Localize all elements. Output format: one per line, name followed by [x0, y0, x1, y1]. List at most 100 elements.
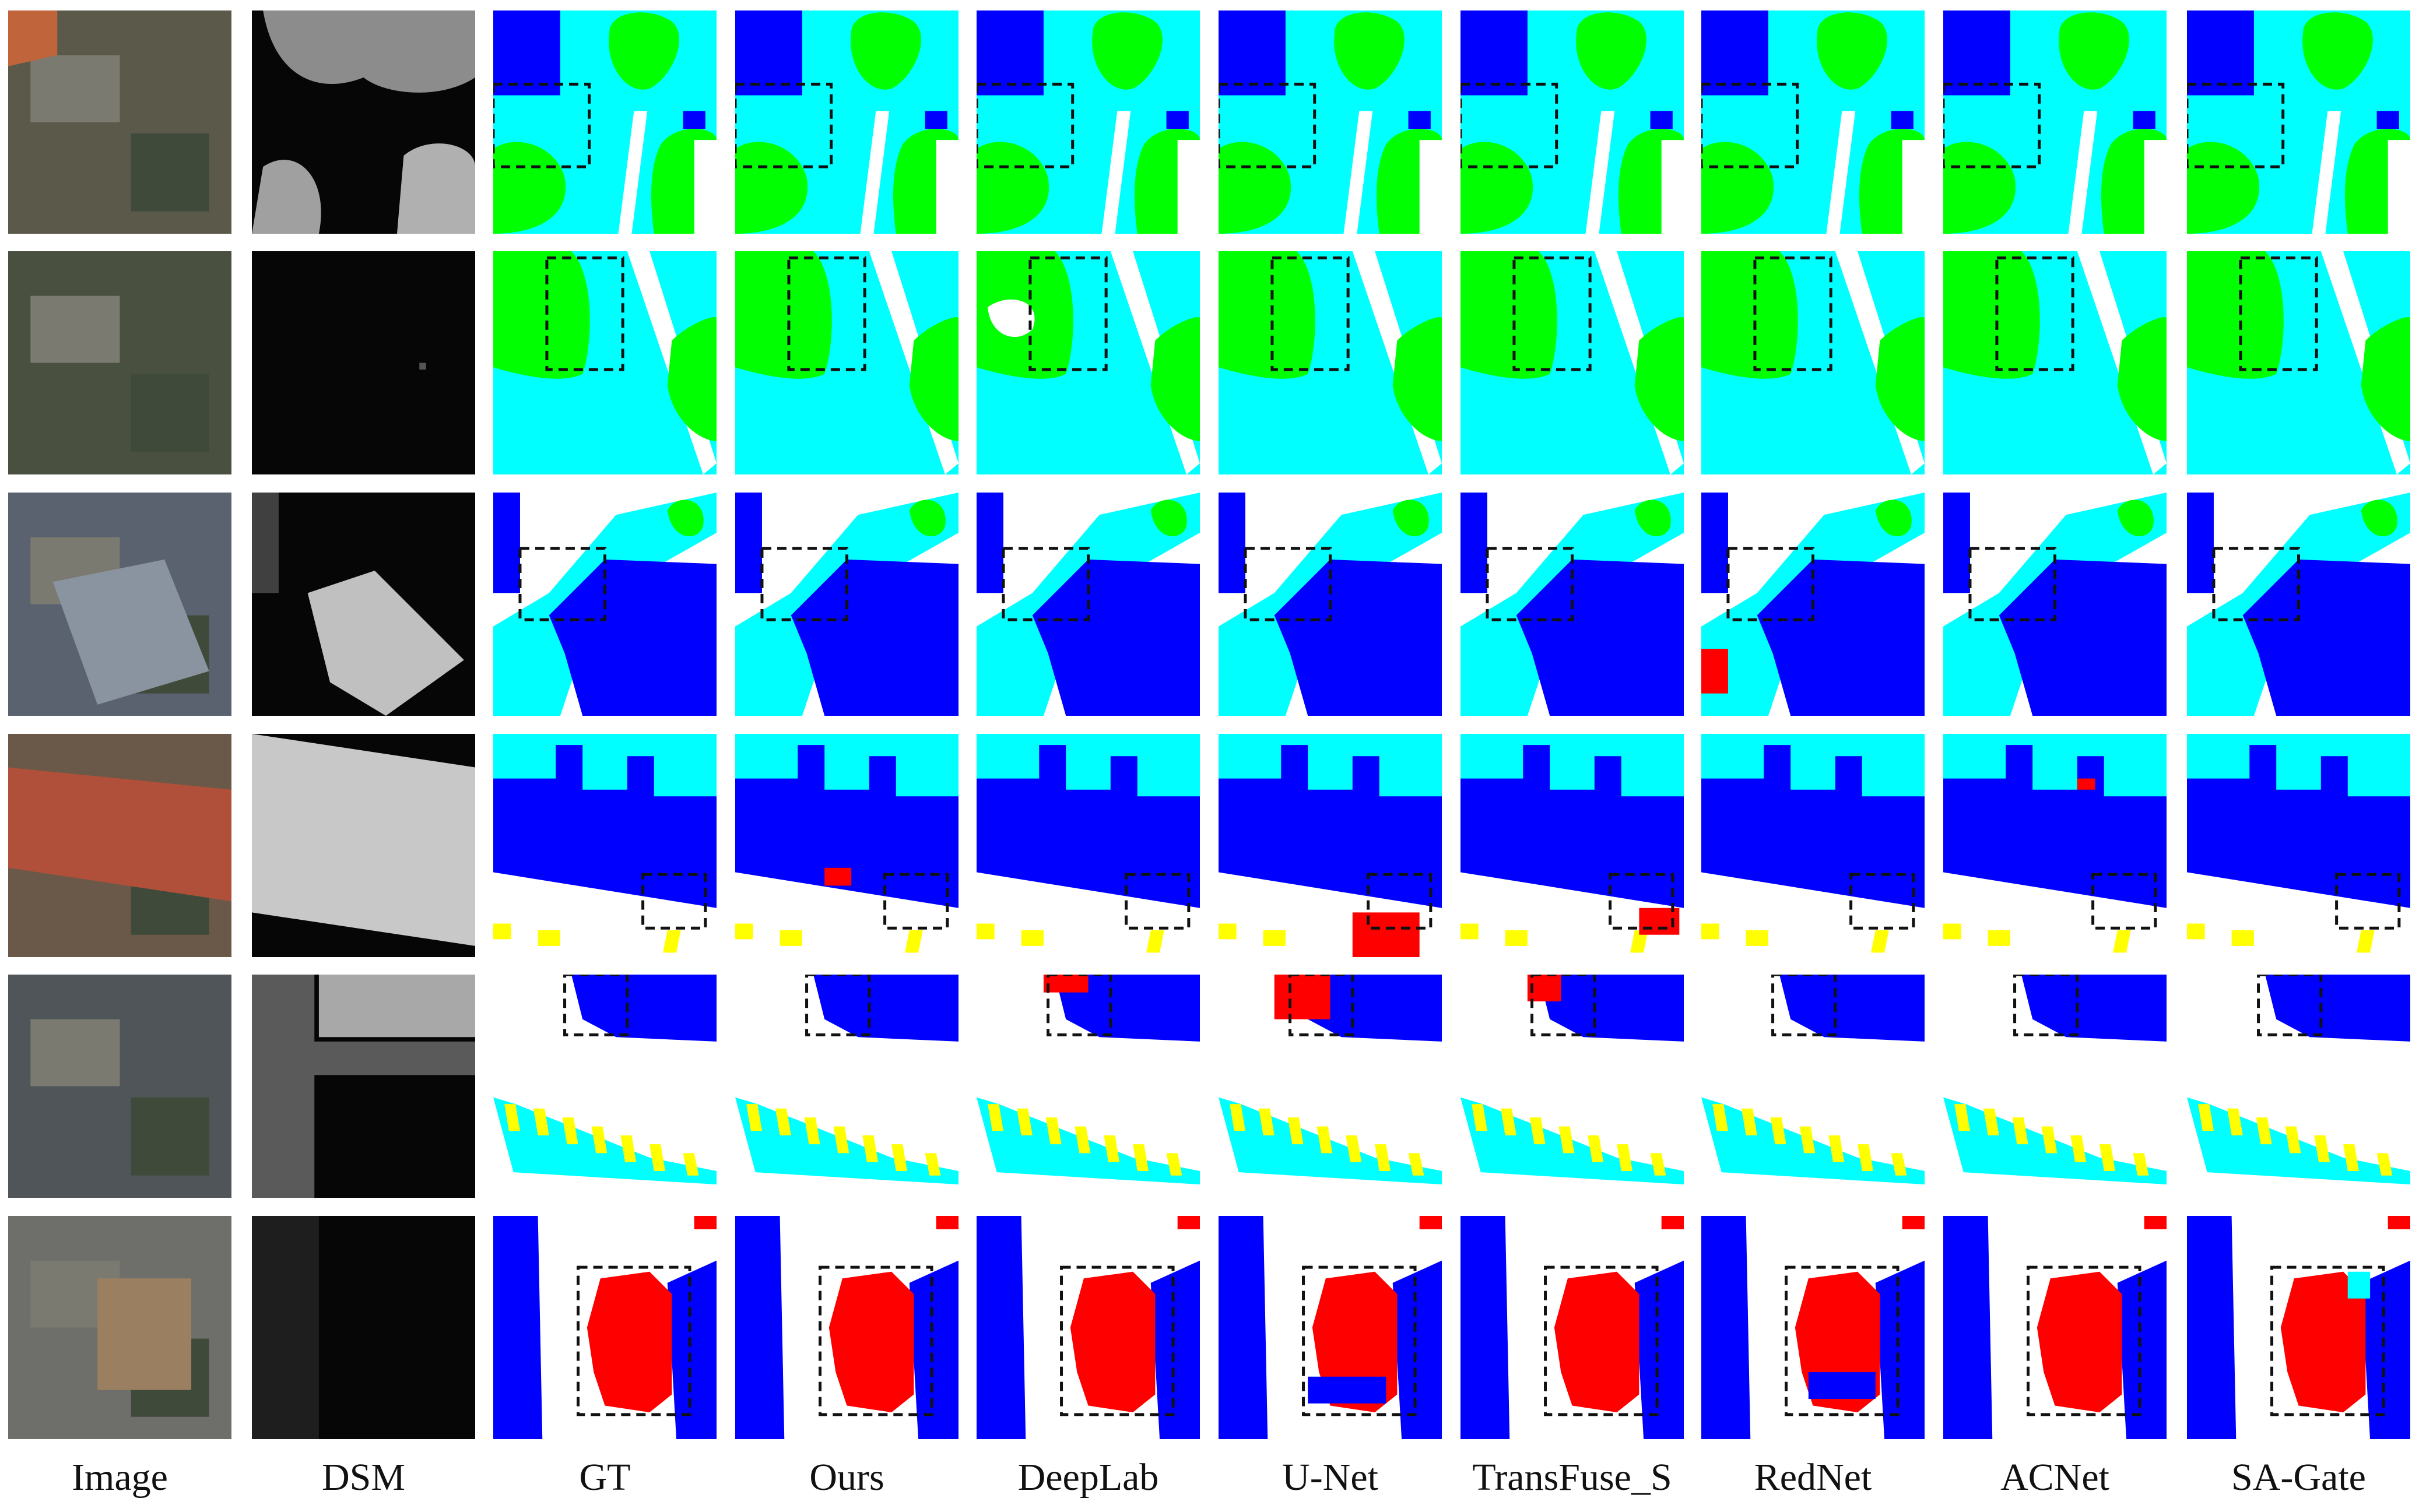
tile-graphic	[1460, 975, 1684, 1198]
highlight-box	[1970, 548, 2055, 620]
highlight-box	[1048, 975, 1111, 1035]
highlight-box	[762, 548, 847, 620]
segmentation-region	[2187, 10, 2254, 96]
segmentation-region	[538, 930, 560, 946]
tile-r5-deeplab	[977, 975, 1200, 1198]
highlight-box	[977, 84, 1073, 167]
segmentation-region	[591, 1126, 608, 1154]
tile-r6-gt	[493, 1216, 717, 1439]
segmentation-region	[2376, 111, 2399, 129]
segmentation-region	[1219, 251, 1315, 379]
tile-r3-sa-gate	[2187, 493, 2410, 716]
segmentation-region	[746, 1104, 762, 1131]
segmentation-region	[851, 12, 921, 90]
segmentation-region	[735, 10, 802, 96]
highlight-box	[2241, 258, 2316, 370]
highlight-box	[1546, 1267, 1658, 1415]
segmentation-region	[1166, 111, 1189, 129]
highlight-box	[1030, 258, 1106, 370]
highlight-box	[1272, 258, 1348, 370]
segmentation-region	[1799, 1126, 1816, 1154]
tile-r3-dsm	[252, 493, 475, 716]
tile-r5-image	[8, 975, 231, 1198]
tile-graphic	[2187, 493, 2410, 716]
tile-graphic	[977, 734, 1200, 957]
tile-graphic	[1943, 251, 2167, 474]
tile-graphic	[1943, 1216, 2167, 1439]
tile-r2-transfuse-s	[1460, 251, 1684, 474]
tile-r1-sa-gate	[2187, 10, 2410, 234]
segmentation-region	[1943, 1171, 2167, 1198]
tile-r5-dsm	[252, 975, 475, 1198]
tile-r2-gt	[493, 251, 717, 474]
segmentation-region	[2285, 1126, 2301, 1154]
tile-r2-ours	[735, 251, 959, 474]
segmentation-region	[1701, 251, 1798, 379]
segmentation-region	[1650, 111, 1673, 129]
tile-graphic	[1219, 975, 1442, 1198]
segmentation-region	[1219, 1171, 1442, 1198]
tile-r5-acnet	[1943, 975, 2167, 1198]
segmentation-region	[735, 1216, 785, 1439]
tile-graphic	[252, 975, 475, 1198]
segmentation-region	[1150, 1260, 1200, 1439]
segmentation-region	[562, 1117, 578, 1145]
segmentation-region	[1274, 975, 1330, 1019]
segmentation-region	[1585, 111, 1615, 234]
highlight-box	[1514, 258, 1590, 370]
tile-graphic	[735, 734, 959, 957]
highlight-box	[1290, 975, 1353, 1035]
highlight-box	[1997, 258, 2073, 370]
segmentation-region	[735, 251, 832, 379]
segmentation-region	[2347, 1271, 2371, 1299]
segmentation-region	[1045, 1117, 1062, 1145]
segmentation-region	[1529, 1117, 1546, 1145]
segmentation-region	[1101, 111, 1131, 234]
tile-graphic	[252, 734, 475, 957]
segmentation-region	[1021, 930, 1044, 946]
segmentation-region	[977, 142, 1049, 234]
segmentation-region	[1219, 923, 1237, 940]
highlight-box	[2259, 975, 2321, 1035]
highlight-box	[643, 874, 705, 928]
segmentation-region	[571, 975, 717, 1042]
dsm-region	[252, 734, 475, 946]
tile-graphic	[1701, 493, 1925, 716]
segmentation-region	[2256, 1117, 2272, 1145]
highlight-box	[2337, 874, 2399, 928]
segmentation-region	[1871, 930, 1889, 953]
tile-r6-u-net	[1219, 1216, 1442, 1439]
segmentation-region	[1554, 1271, 1639, 1413]
segmentation-region	[2041, 1126, 2058, 1154]
segmentation-region	[1258, 1108, 1275, 1135]
tile-r1-rednet	[1701, 10, 1925, 234]
highlight-box	[1460, 84, 1557, 167]
tile-r3-ours	[735, 493, 959, 716]
segmentation-region	[1712, 1104, 1728, 1131]
segmentation-region	[1661, 140, 1684, 234]
highlight-box	[565, 975, 627, 1035]
tile-r2-u-net	[1219, 251, 1442, 474]
segmentation-region	[2037, 1271, 2122, 1413]
tile-graphic	[252, 10, 475, 234]
segmentation-region	[2187, 745, 2410, 908]
segmentation-region	[1230, 1104, 1245, 1131]
segmentation-region	[1408, 1153, 1424, 1176]
highlight-box	[1368, 874, 1431, 928]
segmentation-region	[2231, 930, 2254, 946]
highlight-box	[1943, 84, 2039, 167]
tile-graphic	[2187, 1216, 2410, 1439]
segmentation-region	[1460, 493, 1487, 593]
segmentation-region	[1263, 930, 1286, 946]
tile-r2-dsm	[252, 251, 475, 474]
tile-r1-acnet	[1943, 10, 2167, 234]
segmentation-region	[1460, 1216, 1510, 1439]
segmentation-region	[663, 930, 681, 953]
tile-graphic	[8, 251, 231, 474]
tile-r6-sa-gate	[2187, 1216, 2410, 1439]
segmentation-region	[977, 745, 1200, 908]
segmentation-region	[1875, 500, 1912, 537]
tile-graphic	[1219, 251, 1442, 474]
segmentation-region	[2070, 1135, 2087, 1162]
tile-r4-sa-gate	[2187, 734, 2410, 957]
